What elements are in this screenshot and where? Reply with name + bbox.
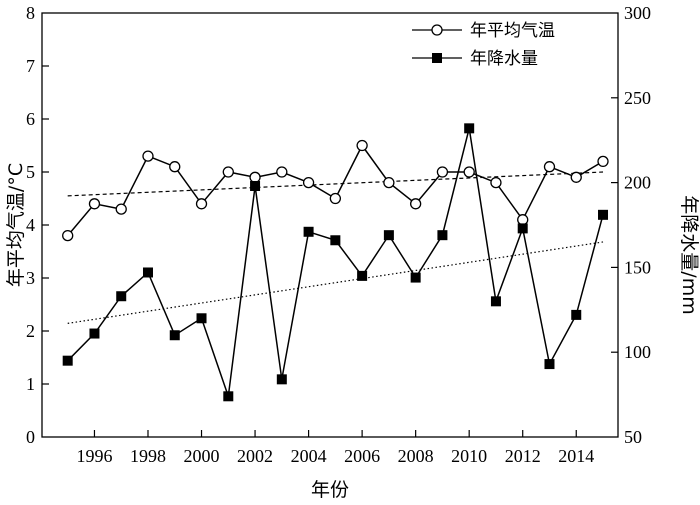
temperature-point (410, 198, 422, 210)
left-y-axis: 0 1 2 3 4 5 6 7 8 (26, 3, 49, 447)
trend-lines (67, 171, 604, 324)
x-tick-label: 1998 (130, 446, 166, 466)
precipitation-point (330, 235, 341, 246)
x-axis-title: 年份 (311, 479, 349, 501)
temperature-point (329, 192, 342, 205)
temperature-point (302, 176, 315, 189)
precipitation-trend-line (67, 241, 604, 324)
temperature-point (276, 166, 288, 178)
temperature-point (543, 161, 556, 173)
precipitation-point (437, 230, 448, 241)
temperature-point (142, 150, 154, 162)
temperature-point (169, 161, 181, 173)
x-tick-label: 2010 (451, 446, 487, 466)
right-y-tick-label: 250 (624, 88, 651, 108)
right-y-tick-label: 150 (624, 257, 651, 277)
left-y-tick-label: 5 (26, 162, 35, 182)
precipitation-point (276, 374, 287, 385)
x-axis: 1996 1998 2000 2002 2004 2006 2008 2010 2012 2014 (76, 430, 594, 466)
left-y-tick-label: 2 (26, 321, 35, 341)
x-tick-label: 2000 (184, 446, 220, 466)
legend: 年平均气温 年降水量 (412, 21, 555, 69)
left-y-tick-label: 4 (26, 215, 35, 235)
left-y-tick-label: 6 (26, 109, 35, 129)
left-y-tick-label: 7 (26, 56, 35, 76)
left-y-tick-label: 0 (26, 427, 35, 447)
precipitation-point (250, 180, 261, 191)
precipitation-point (410, 272, 421, 283)
temperature-trend-line (67, 171, 604, 197)
precipitation-line (67, 128, 604, 397)
temperature-point (597, 155, 609, 168)
precipitation-point (357, 270, 368, 281)
temperature-point (570, 171, 582, 183)
temperature-point (249, 171, 261, 183)
precipitation-point (142, 267, 153, 278)
x-tick-label: 2002 (237, 446, 273, 466)
x-tick-label: 2014 (558, 446, 594, 466)
temperature-point (222, 166, 234, 178)
left-y-tick-label: 8 (26, 3, 35, 23)
x-tick-label: 2012 (505, 446, 541, 466)
legend-label-temperature: 年平均气温 (470, 21, 555, 41)
temperature-point (62, 229, 74, 242)
legend-label-precipitation: 年降水量 (470, 49, 538, 69)
precipitation-point (464, 123, 475, 134)
temperature-point (490, 176, 502, 189)
precipitation-point (116, 291, 127, 302)
legend-marker-precipitation (432, 53, 442, 63)
precipitation-point (303, 226, 314, 237)
temperature-point (517, 214, 529, 226)
series-lines (62, 123, 609, 402)
x-tick-label: 1996 (76, 446, 112, 466)
temperature-point (88, 198, 101, 210)
legend-marker-temperature (431, 24, 443, 36)
right-y-tick-label: 300 (624, 3, 651, 23)
precipitation-point (571, 309, 582, 320)
right-y-axis-title: 年降水量/mm (678, 195, 700, 314)
x-tick-label: 2004 (291, 446, 327, 466)
precipitation-point (169, 330, 180, 341)
x-tick-label: 2008 (398, 446, 434, 466)
temperature-point (195, 198, 208, 210)
precipitation-point (383, 230, 394, 241)
precipitation-point (517, 223, 528, 234)
temperature-point (115, 203, 127, 215)
right-y-tick-label: 200 (624, 173, 651, 193)
temperature-point (436, 166, 449, 178)
x-tick-label: 2006 (344, 446, 380, 466)
temperature-point (463, 166, 475, 178)
left-y-axis-title: 年平均气温/°C (5, 163, 27, 287)
left-y-tick-label: 3 (26, 268, 35, 288)
temperature-point (383, 176, 395, 189)
plot-frame (41, 12, 619, 438)
precipitation-point (544, 359, 555, 370)
temperature-point (356, 139, 368, 152)
precipitation-point (598, 209, 609, 220)
right-y-axis: 50 100 150 200 250 300 (611, 3, 651, 447)
right-y-tick-label: 100 (624, 342, 651, 362)
precipitation-point (89, 328, 100, 339)
precipitation-point (62, 355, 73, 366)
precipitation-point (490, 296, 501, 307)
precipitation-point (196, 313, 207, 324)
precipitation-point (223, 391, 234, 402)
left-y-tick-label: 1 (26, 374, 35, 394)
right-y-tick-label: 50 (624, 427, 642, 447)
